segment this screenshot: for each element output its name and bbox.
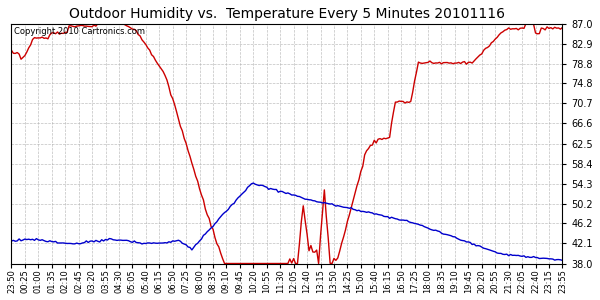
Title: Outdoor Humidity vs.  Temperature Every 5 Minutes 20101116: Outdoor Humidity vs. Temperature Every 5… (69, 7, 505, 21)
Text: Copyright 2010 Cartronics.com: Copyright 2010 Cartronics.com (14, 27, 145, 36)
